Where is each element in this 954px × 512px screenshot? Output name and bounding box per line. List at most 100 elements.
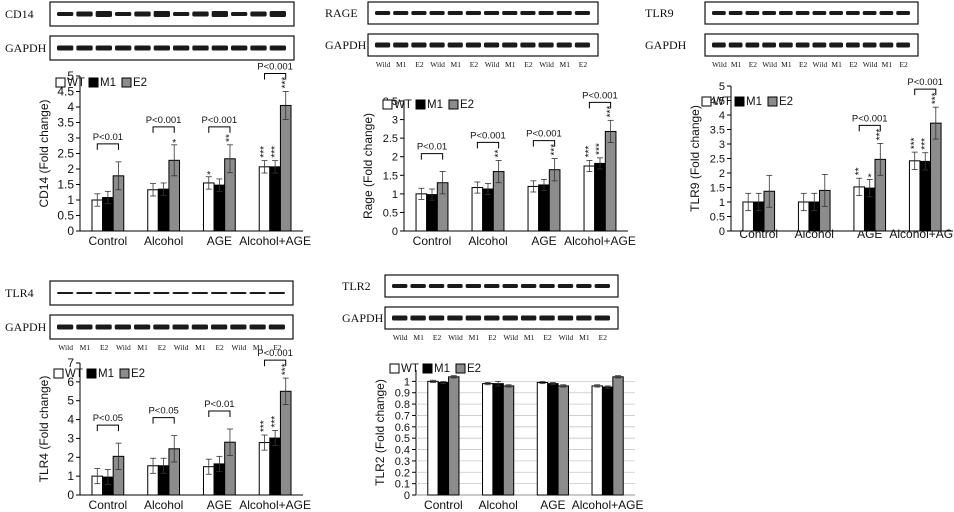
blot-band: [795, 42, 810, 48]
blot-band: [594, 284, 610, 288]
y-tick-label: 0.7: [395, 410, 410, 422]
blot-band: [574, 11, 590, 15]
blot-lane-label: M1: [560, 60, 571, 69]
blot-band: [134, 292, 151, 294]
blot-band: [539, 315, 555, 321]
blot-band: [762, 42, 776, 48]
blot-band: [95, 11, 112, 17]
blot-band: [115, 12, 132, 16]
blot-band: [134, 11, 151, 17]
legend-swatch-wt: [53, 368, 64, 379]
legend-label: WT: [67, 77, 85, 89]
blot-lane-label: E2: [215, 343, 224, 352]
blot-lane-label: M1: [137, 343, 148, 352]
p-value-label: P<0.01: [204, 399, 234, 410]
blot-band: [375, 42, 391, 48]
legend: WT M1 E2: [701, 96, 793, 108]
y-tick-label: 0: [404, 490, 410, 502]
blot-band: [114, 324, 131, 330]
legend-label: M1: [427, 99, 443, 111]
blot-lane-label: M1: [80, 343, 91, 352]
blot-band: [191, 324, 208, 330]
blot-band: [134, 45, 151, 51]
blot-lane-label: Wild: [559, 333, 574, 342]
blot-tlr9-target-frame: [704, 1, 919, 25]
legend-swatch-wt: [55, 77, 66, 88]
chart-cd14: 00.5 11.5 22.5 33.5 44.5 5 CD14 (Fold change) C…: [37, 62, 311, 249]
category-label: Alcohol: [144, 234, 183, 248]
blot-band: [211, 45, 228, 51]
p-value-label: P<0.001: [257, 348, 293, 359]
blot-lane-label: Wild: [376, 60, 391, 69]
blot-band: [539, 284, 555, 288]
bar-wt: [482, 383, 494, 496]
legend-swatch-wt: [701, 96, 712, 107]
blot-band: [712, 42, 726, 48]
y-tick-label: 0: [719, 226, 725, 238]
y-axis-label: Rage (Fold change): [361, 113, 375, 219]
blot-band: [57, 324, 74, 330]
blot-band: [795, 11, 810, 15]
y-axis-label: TLR4 (Fold change): [37, 376, 51, 483]
blot-lane-label: M1: [731, 60, 742, 69]
significance-stars: ***: [259, 146, 270, 158]
bar-m1: [538, 184, 550, 232]
legend-swatch-wt: [389, 363, 400, 374]
blot-lane-label: M1: [579, 333, 590, 342]
y-tick-label: 2: [67, 450, 74, 464]
legend-label: E2: [131, 368, 145, 380]
bar-m1: [594, 162, 606, 232]
blot-band: [375, 11, 391, 15]
blot-band: [484, 42, 500, 48]
category-label: Alcohol+AGE: [572, 498, 644, 512]
chart-rage: 00.511.522.533.5Rage (Fold change)Contro…: [361, 90, 636, 248]
blot-band: [846, 42, 860, 48]
p-value-bracket: [532, 140, 556, 147]
blot-band: [465, 315, 482, 321]
y-tick-label: 3.5: [710, 125, 725, 137]
blot-lane-label: E2: [543, 333, 552, 342]
blot-band: [191, 292, 208, 294]
bar-m1: [492, 383, 504, 496]
blot-lane-label: E2: [749, 60, 758, 69]
legend-label: M1: [98, 368, 114, 380]
blot-band: [520, 315, 537, 321]
blot-band: [829, 11, 843, 15]
blot-band: [249, 324, 266, 330]
blot-lane-label: M1: [396, 60, 407, 69]
bar-wt: [908, 160, 921, 232]
legend-label: M1: [434, 363, 450, 375]
bar-wt: [591, 385, 603, 496]
p-value-label: P<0.001: [470, 130, 506, 141]
bar-e2: [502, 385, 515, 496]
y-tick-label: 2.5: [383, 133, 398, 145]
y-tick-label: 4: [67, 100, 74, 114]
blot-band: [520, 11, 536, 15]
bar-e2: [448, 376, 460, 496]
blot-lane-label: M1: [413, 333, 424, 342]
blot-rage-target-label: RAGE: [325, 6, 358, 20]
y-tick-label: 0: [392, 226, 398, 238]
legend-swatch-m1: [415, 99, 426, 110]
blot-band: [862, 42, 877, 48]
legend-label: E2: [779, 96, 793, 108]
blot-tlr2: TLR2 GAPDH Wild M1 E2 Wild M1 E2 Wild M1 E2 Wild M1 E…: [342, 274, 619, 342]
blot-band: [762, 11, 776, 15]
blot-band: [712, 11, 726, 15]
y-tick-label: 0.5: [710, 212, 725, 224]
y-tick-label: 3: [67, 131, 74, 145]
blot-band: [173, 45, 190, 51]
y-tick-label: 1: [404, 376, 410, 388]
blot-lane-label: Wild: [116, 343, 131, 352]
p-value-label: P<0.001: [202, 115, 238, 126]
significance-stars: ***: [584, 146, 595, 158]
blot-band: [231, 12, 248, 16]
blot-band: [484, 315, 500, 321]
bar-e2: [612, 376, 624, 496]
blot-band: [76, 324, 93, 330]
y-tick-label: 2.5: [710, 154, 725, 166]
blot-lane-label: E2: [579, 60, 588, 69]
bar-wt: [527, 185, 540, 232]
significance-stars: **: [493, 150, 504, 158]
